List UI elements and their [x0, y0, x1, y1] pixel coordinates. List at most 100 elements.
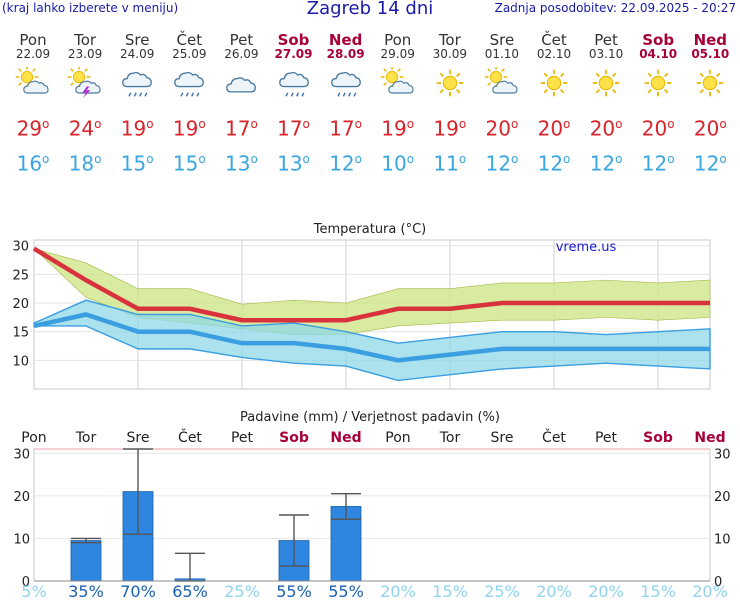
day-date: 27.09 — [274, 47, 313, 61]
cloud-icon — [226, 77, 257, 93]
day-column: Ned 28.09 17o 12o — [320, 32, 372, 174]
max-temp: 20o — [485, 116, 519, 141]
precip-probability: 70% — [120, 582, 156, 600]
max-temp: 20o — [641, 116, 675, 141]
sun-icon — [539, 68, 569, 98]
max-temp: 17o — [224, 116, 258, 141]
precip-probability: 15% — [640, 582, 676, 600]
precip-probability: 20% — [588, 582, 624, 600]
last-updated: Zadnja posodobitev: 22.09.2025 - 20:27 — [494, 1, 736, 15]
rain-cloud-icon — [278, 71, 309, 97]
precip-bar — [278, 540, 310, 582]
precip-y-tick-right: 0 — [714, 575, 722, 590]
daily-forecast-strip: Pon 22.09 29o 16o Tor 23.09 24o 18o Sre 24.09 19o 1… — [8, 31, 736, 174]
day-date: 29.09 — [380, 47, 415, 61]
precip-x-tick: Pet — [595, 430, 618, 446]
day-date: 01.10 — [484, 47, 520, 61]
day-name: Sre — [489, 31, 515, 49]
temperature-y-tick: 30 — [12, 240, 29, 255]
precip-x-tick: Sre — [127, 430, 150, 446]
max-temp: 17o — [329, 116, 362, 141]
precip-bar — [70, 540, 102, 582]
precip-probability: 25% — [224, 582, 260, 600]
precip-x-tick: Tor — [75, 430, 97, 446]
min-temp: 15o — [172, 151, 206, 176]
day-date: 03.10 — [588, 47, 624, 61]
temperature-chart-title: Temperatura (°C) — [313, 222, 426, 237]
min-temp: 12o — [641, 151, 675, 176]
precip-x-tick: Tor — [439, 430, 461, 446]
precip-probability: 5% — [21, 582, 46, 600]
rain-cloud-icon — [174, 71, 205, 97]
temperature-y-tick: 15 — [12, 326, 29, 341]
temperature-y-tick: 20 — [12, 297, 29, 312]
day-date: 26.09 — [224, 47, 259, 61]
precip-probability: 20% — [536, 582, 572, 600]
day-date: 04.10 — [639, 47, 678, 61]
location-hint[interactable]: (kraj lahko izberete v meniju) — [2, 1, 179, 15]
precip-bar — [122, 491, 154, 582]
day-date: 02.10 — [536, 47, 572, 61]
day-name: Pon — [19, 31, 47, 49]
min-temp: 13o — [224, 151, 258, 176]
precip-x-tick: Sob — [279, 430, 309, 446]
precip-x-tick: Ned — [330, 430, 361, 446]
min-temp: 12o — [537, 151, 571, 176]
precip-y-tick-left: 0 — [22, 575, 30, 590]
day-date: 30.09 — [432, 47, 467, 61]
min-temp: 15o — [120, 151, 154, 176]
day-name: Sob — [642, 31, 675, 49]
min-temp: 12o — [693, 151, 727, 176]
site-watermark: vreme.us — [556, 240, 617, 255]
day-column: Sob 27.09 17o 13o — [268, 32, 320, 174]
day-column: Tor 30.09 19o 11o — [424, 32, 476, 174]
day-name: Ned — [693, 31, 728, 49]
min-temp: 12o — [589, 151, 623, 176]
precip-y-tick-right: 10 — [714, 532, 731, 547]
day-date: 28.09 — [326, 47, 365, 61]
precip-bar — [174, 578, 206, 582]
precip-y-tick-right: 30 — [714, 447, 731, 462]
precip-probability: 20% — [692, 582, 728, 600]
day-column: Ned 05.10 20o 12o — [684, 32, 736, 174]
rain-cloud-icon — [122, 71, 153, 97]
temperature-y-tick: 10 — [12, 354, 29, 369]
sun-cloud-icon — [379, 64, 414, 94]
precip-bar — [330, 506, 362, 582]
day-column: Čet 02.10 20o 12o — [528, 32, 580, 174]
min-temp: 10o — [381, 151, 415, 176]
day-date: 22.09 — [15, 47, 51, 61]
header-bar: (kraj lahko izberete v meniju) Zagreb 14… — [0, 0, 740, 22]
max-temp-line — [32, 246, 710, 323]
precip-x-tick: Čet — [542, 428, 566, 446]
day-date: 25.09 — [172, 47, 207, 61]
day-date: 05.10 — [691, 47, 730, 61]
precip-x-tick: Pet — [231, 430, 254, 446]
min-temp-line — [33, 312, 710, 363]
precip-y-tick-left: 30 — [13, 447, 30, 462]
precip-x-tick: Čet — [178, 428, 202, 446]
min-temp: 12o — [329, 151, 362, 176]
min-temp: 16o — [16, 151, 50, 176]
max-temp: 20o — [693, 116, 727, 141]
day-name: Pet — [229, 31, 254, 49]
precip-y-tick-left: 10 — [13, 532, 30, 547]
precip-x-tick: Ned — [694, 430, 725, 446]
day-column: Pon 22.09 29o 16o — [7, 32, 59, 174]
sun-icon — [696, 68, 725, 98]
max-temp: 20o — [537, 116, 571, 141]
day-column: Sre 01.10 20o 12o — [476, 32, 528, 174]
precip-probability: 55% — [328, 582, 364, 600]
day-name: Čet — [541, 31, 567, 49]
precip-x-tick: Pon — [21, 430, 46, 446]
max-temp: 20o — [589, 116, 623, 141]
day-name: Ned — [328, 31, 363, 49]
day-date: 23.09 — [67, 47, 103, 61]
day-name: Sre — [124, 31, 150, 49]
max-temp: 19o — [381, 116, 415, 141]
precip-probability: 55% — [276, 582, 312, 600]
max-temp: 17o — [277, 116, 310, 141]
precip-x-tick: Sre — [491, 430, 514, 446]
sun-cloud-icon — [483, 64, 518, 94]
day-date: 24.09 — [120, 47, 155, 61]
